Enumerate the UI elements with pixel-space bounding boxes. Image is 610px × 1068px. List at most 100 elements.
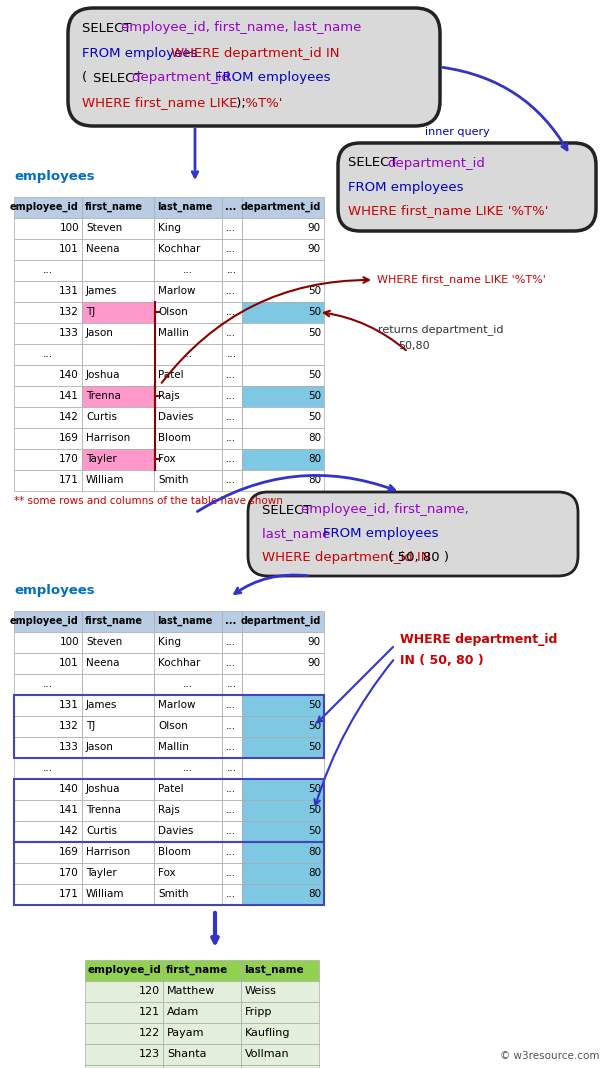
Bar — [241, 1065, 319, 1068]
Bar — [154, 863, 222, 884]
Text: Tayler: Tayler — [86, 868, 117, 878]
Text: 170: 170 — [59, 868, 79, 878]
Text: 120: 120 — [139, 986, 160, 996]
Bar — [14, 470, 82, 491]
Bar — [14, 800, 82, 821]
Text: 50: 50 — [308, 721, 321, 731]
Text: 169: 169 — [59, 847, 79, 857]
Bar — [82, 800, 154, 821]
Bar — [82, 779, 154, 800]
Bar — [242, 323, 324, 344]
Bar — [242, 884, 324, 905]
Text: ...: ... — [226, 826, 236, 836]
Text: 50,80: 50,80 — [398, 341, 429, 351]
Text: 141: 141 — [59, 391, 79, 400]
Text: Davies: Davies — [158, 412, 193, 422]
Text: ...: ... — [226, 433, 236, 443]
Text: ...: ... — [226, 286, 236, 296]
Text: ...: ... — [226, 847, 236, 857]
Text: ...: ... — [226, 454, 236, 464]
Text: King: King — [158, 637, 181, 647]
Text: 90: 90 — [308, 223, 321, 233]
Bar — [242, 779, 324, 800]
Bar — [242, 842, 324, 863]
Bar — [222, 407, 242, 428]
Text: Trenna: Trenna — [86, 805, 121, 815]
Text: 100: 100 — [59, 223, 79, 233]
Bar — [222, 344, 242, 365]
Text: Rajs: Rajs — [158, 805, 180, 815]
Bar — [154, 695, 222, 716]
Text: ...: ... — [226, 805, 236, 815]
Text: 50: 50 — [308, 742, 321, 752]
Bar — [154, 260, 222, 281]
Text: 142: 142 — [59, 412, 79, 422]
Bar — [82, 695, 154, 716]
Text: 171: 171 — [59, 475, 79, 485]
Text: returns department_id: returns department_id — [378, 325, 503, 335]
Text: ...: ... — [226, 391, 236, 400]
Text: 50: 50 — [308, 784, 321, 794]
Bar — [82, 470, 154, 491]
Text: Neena: Neena — [86, 244, 120, 254]
Bar — [222, 695, 242, 716]
Bar — [241, 981, 319, 1002]
Bar — [14, 632, 82, 653]
Text: 132: 132 — [59, 307, 79, 317]
Text: 50: 50 — [308, 370, 321, 380]
Text: employees: employees — [14, 170, 95, 183]
Bar — [14, 779, 82, 800]
Bar — [154, 716, 222, 737]
Bar — [222, 758, 242, 779]
Text: ...: ... — [183, 763, 193, 773]
Text: 132: 132 — [59, 721, 79, 731]
Text: last_name: last_name — [262, 528, 339, 540]
Bar — [85, 981, 163, 1002]
Text: 123: 123 — [139, 1049, 160, 1059]
Bar — [222, 632, 242, 653]
Text: Patel: Patel — [158, 370, 184, 380]
Bar — [222, 302, 242, 323]
Bar — [82, 653, 154, 674]
Bar — [222, 365, 242, 386]
Text: ...: ... — [43, 265, 53, 274]
Bar — [14, 611, 82, 632]
Text: Kochhar: Kochhar — [158, 658, 200, 668]
Bar — [14, 674, 82, 695]
Bar — [163, 960, 241, 981]
Bar — [14, 884, 82, 905]
Text: 50: 50 — [308, 286, 321, 296]
Text: FROM employees: FROM employees — [215, 72, 331, 84]
Bar — [14, 302, 82, 323]
Text: ...: ... — [183, 349, 193, 359]
Bar — [242, 758, 324, 779]
Bar — [154, 428, 222, 449]
Bar — [82, 218, 154, 239]
Bar — [82, 716, 154, 737]
Bar — [222, 737, 242, 758]
Text: ...: ... — [226, 637, 236, 647]
Bar — [222, 260, 242, 281]
Text: 80: 80 — [308, 868, 321, 878]
Text: WHERE first_name LIKE '%T%': WHERE first_name LIKE '%T%' — [377, 274, 546, 285]
Bar — [242, 344, 324, 365]
Text: Steven: Steven — [86, 223, 122, 233]
Bar — [14, 716, 82, 737]
Text: ...: ... — [226, 868, 236, 878]
Bar — [14, 281, 82, 302]
Bar — [242, 239, 324, 260]
Text: (: ( — [82, 72, 92, 84]
Text: William: William — [86, 475, 124, 485]
Text: first_name: first_name — [166, 964, 228, 975]
Text: first_name: first_name — [85, 616, 143, 626]
Bar — [222, 674, 242, 695]
Bar — [163, 1023, 241, 1045]
Text: department_id: department_id — [132, 72, 239, 84]
Text: FROM employees: FROM employees — [323, 528, 439, 540]
Bar — [222, 842, 242, 863]
Text: ...: ... — [226, 370, 236, 380]
Text: Adam: Adam — [167, 1007, 199, 1017]
Bar — [154, 653, 222, 674]
Text: ( 50, 80 ): ( 50, 80 ) — [384, 551, 449, 565]
Bar — [82, 863, 154, 884]
